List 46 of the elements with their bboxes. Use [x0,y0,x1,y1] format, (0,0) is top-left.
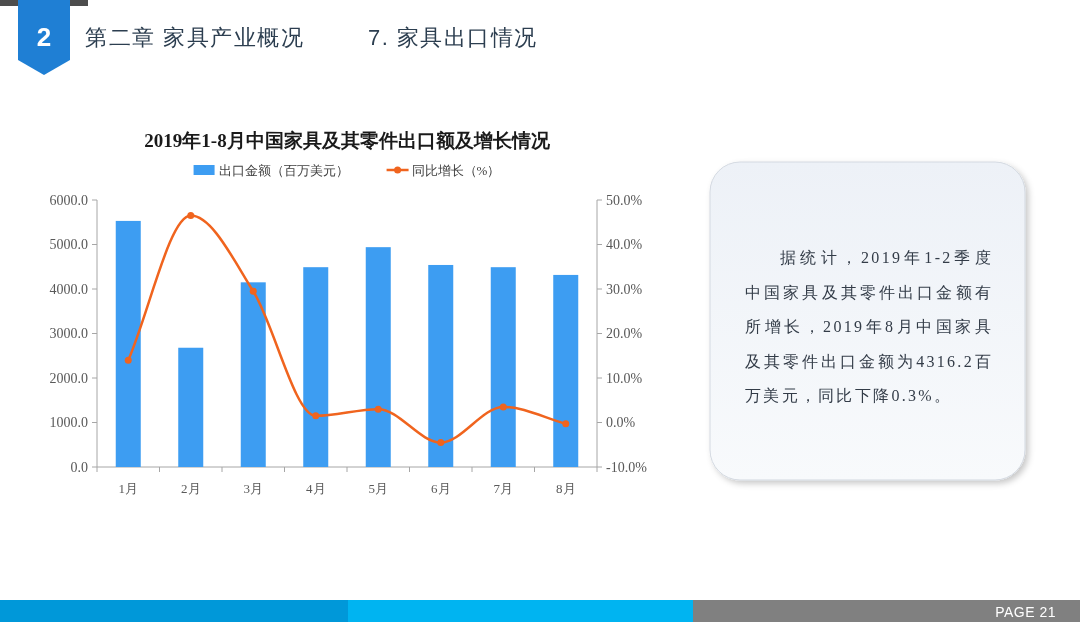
text: 据统计，2019年1-2季度中国家具及其零件出口金额有所增长，2019年8月中国家具及其零件出口金额为4316.2百万美元，同比下降0.3%。 [745,248,993,406]
legend-label: 同比增长（%） [411,162,501,178]
y-tick-label: 5000.0 [49,237,88,252]
x-tick-label: 6月 [431,481,451,496]
y2-tick-label: -10.0% [606,459,648,475]
bar [178,347,204,467]
bar [240,282,266,467]
x-tick-label: 2月 [181,481,201,496]
text: 第二章 家具产业概况 [85,25,305,50]
text: 7. 家具出口情况 [368,25,538,50]
y2-tick-label: 40.0% [606,237,643,252]
bar [490,267,516,467]
point [374,405,382,413]
y-tick-label: 2000.0 [49,370,88,386]
bar [365,247,391,467]
x-tick-label: 1月 [118,481,138,496]
y2-tick-label: 20.0% [606,326,643,341]
y-tick-label: 6000.0 [49,192,88,208]
point [437,439,445,447]
bar [553,274,579,467]
y-tick-label: 3000.0 [49,326,88,341]
bar [303,267,329,467]
bar [115,220,141,467]
x-tick-label: 5月 [368,481,388,496]
y2-tick-label: 0.0% [606,415,636,430]
chart-title: 2019年1-8月中国家具及其零件出口额及增长情况 [144,130,551,151]
bar [428,264,454,467]
y-tick-label: 1000.0 [49,415,88,430]
y2-tick-label: 30.0% [606,281,643,297]
x-tick-label: 8月 [556,481,576,496]
y2-tick-label: 10.0% [606,370,643,386]
y-tick-label: 4000.0 [49,281,88,297]
x-tick-label: 4月 [306,481,326,496]
point [124,356,132,364]
x-tick-label: 3月 [243,481,263,496]
text: 2 [36,22,52,52]
point [187,212,195,220]
point [312,412,320,420]
point [249,287,257,295]
y2-tick-label: 50.0% [606,192,643,208]
y-tick-label: 0.0 [70,459,88,475]
point [499,403,507,411]
legend-label: 出口金额（百万美元） [218,162,349,178]
x-tick-label: 7月 [493,481,513,496]
text: PAGE 21 [995,604,1056,620]
point [562,420,570,428]
